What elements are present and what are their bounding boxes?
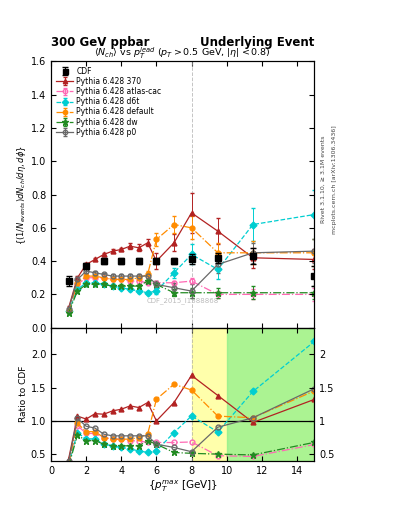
Y-axis label: $\{(1/N_{events}) dN_{ch}/d\eta, d\phi\}$: $\{(1/N_{events}) dN_{ch}/d\eta, d\phi\}… xyxy=(15,144,28,245)
Legend: CDF, Pythia 6.428 370, Pythia 6.428 atlas-cac, Pythia 6.428 d6t, Pythia 6.428 de: CDF, Pythia 6.428 370, Pythia 6.428 atla… xyxy=(55,65,163,138)
Text: Rivet 3.1.10, ≥ 3.1M events: Rivet 3.1.10, ≥ 3.1M events xyxy=(320,136,325,223)
Title: $\langle N_{ch}\rangle$ vs $p_T^{lead}$ ($p_T > 0.5$ GeV, $|\eta| < 0.8$): $\langle N_{ch}\rangle$ vs $p_T^{lead}$ … xyxy=(94,46,271,61)
Bar xyxy=(191,328,314,461)
Text: CDF_2015_I1388868: CDF_2015_I1388868 xyxy=(147,297,219,305)
Y-axis label: Ratio to CDF: Ratio to CDF xyxy=(19,366,28,422)
Text: mcplots.cern.ch [arXiv:1306.3436]: mcplots.cern.ch [arXiv:1306.3436] xyxy=(332,125,337,233)
Text: Underlying Event: Underlying Event xyxy=(200,36,314,49)
Text: 300 GeV ppbar: 300 GeV ppbar xyxy=(51,36,150,49)
X-axis label: $\{p_T^{max}$ [GeV]$\}$: $\{p_T^{max}$ [GeV]$\}$ xyxy=(148,478,218,494)
Bar xyxy=(227,328,314,461)
